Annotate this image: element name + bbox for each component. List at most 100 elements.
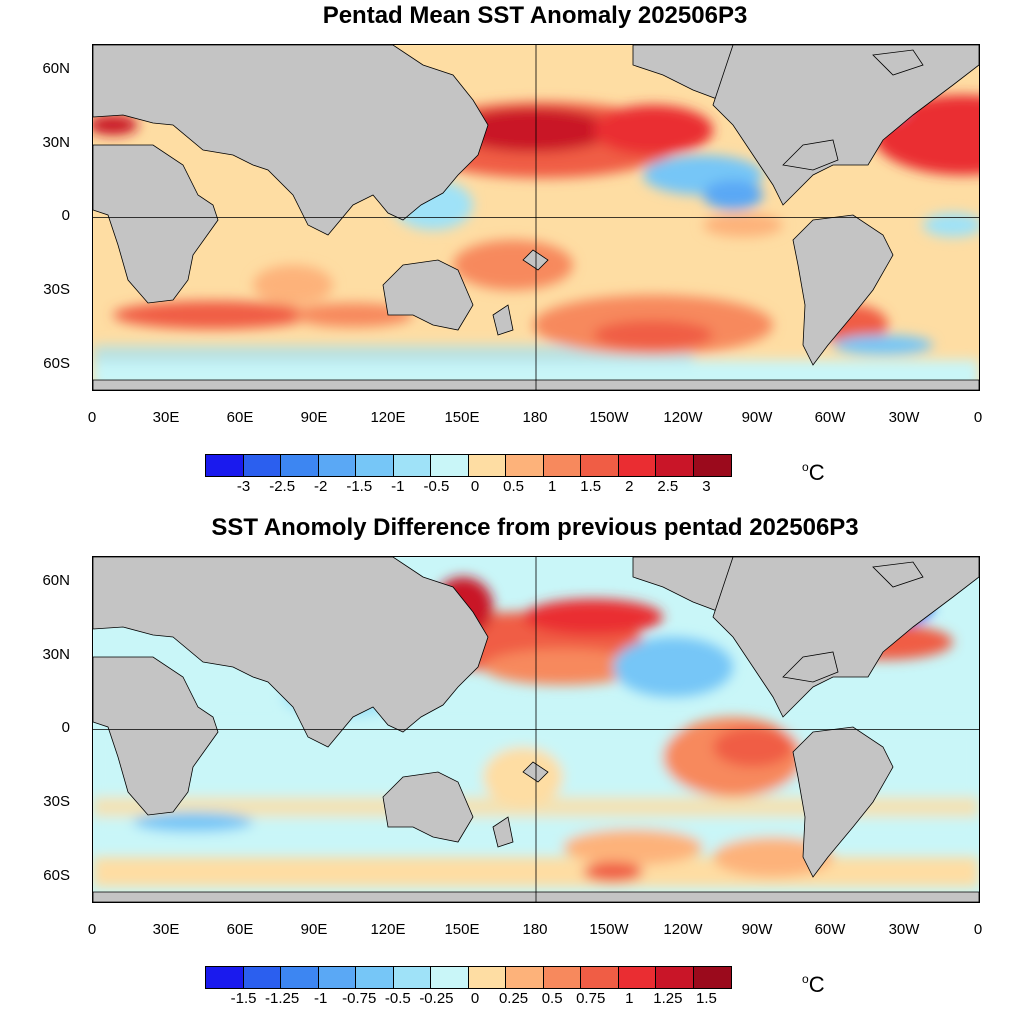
- colorbar-swatch: [281, 967, 319, 988]
- colorbar-tick-label: -1: [314, 990, 328, 1007]
- colorbar-swatch: [318, 455, 356, 476]
- lat-label: 60N: [42, 572, 70, 589]
- lon-label: 150W: [589, 921, 629, 938]
- colorbar-swatch: [581, 967, 619, 988]
- colorbar-tick-label: 1: [625, 990, 634, 1007]
- lat-label: 30N: [42, 134, 70, 151]
- lon-label: 0: [973, 921, 983, 938]
- colorbar-swatch: [656, 967, 694, 988]
- lon-label: 120E: [370, 409, 406, 426]
- colorbar-swatch: [468, 967, 506, 988]
- colorbar-swatch: [431, 967, 469, 988]
- sst-anomaly-map: [92, 44, 980, 391]
- colorbar-swatch: [356, 455, 394, 476]
- lat-label: 30S: [43, 793, 70, 810]
- colorbar-tick-label: 0.5: [541, 990, 563, 1007]
- lat-label: 30N: [42, 646, 70, 663]
- lon-label: 30W: [888, 409, 920, 426]
- lon-label: 30W: [888, 921, 920, 938]
- colorbar-swatch: [543, 967, 581, 988]
- lat-label: 30S: [43, 281, 70, 298]
- colorbar-swatch: [543, 455, 581, 476]
- colorbar-swatch: [206, 967, 244, 988]
- colorbar-tick-label: 1.5: [695, 990, 717, 1007]
- colorbar-tick-label: 2: [625, 478, 634, 495]
- lon-label: 180: [522, 921, 548, 938]
- colorbar-1: [205, 454, 732, 477]
- lon-label: 90W: [741, 409, 773, 426]
- colorbar-tick-label: -1: [391, 478, 405, 495]
- colorbar-tick-label: 0.25: [498, 990, 529, 1007]
- lat-label: 60S: [43, 867, 70, 884]
- colorbar-tick-label: -2: [314, 478, 328, 495]
- colorbar-swatch: [393, 455, 431, 476]
- colorbar-tick-label: -0.5: [384, 990, 411, 1007]
- colorbar-swatch: [581, 455, 619, 476]
- lon-label: 60W: [814, 409, 846, 426]
- colorbar-tick-label: -1.5: [346, 478, 373, 495]
- colorbar-swatch: [618, 455, 656, 476]
- anomaly-field: [93, 87, 979, 390]
- map-title-1: Pentad Mean SST Anomaly 202506P3: [322, 2, 748, 29]
- colorbar-swatch: [281, 455, 319, 476]
- colorbar-swatch: [393, 967, 431, 988]
- colorbar-tick-label: 3: [702, 478, 711, 495]
- colorbar-tick-label: 1.25: [653, 990, 683, 1007]
- colorbar-swatch: [468, 455, 506, 476]
- colorbar-tick-label: 2.5: [657, 478, 679, 495]
- lon-label: 120W: [663, 921, 703, 938]
- colorbar-tick-label: 0: [470, 478, 480, 495]
- colorbar-2: [205, 966, 732, 989]
- lon-label: 0: [87, 409, 97, 426]
- lon-label: 90W: [741, 921, 773, 938]
- colorbar-swatch: [618, 967, 656, 988]
- colorbar-tick-label: 0.5: [503, 478, 524, 495]
- colorbar-swatch: [656, 455, 694, 476]
- colorbar-swatch: [693, 455, 731, 476]
- colorbar-tick-label: 0: [470, 990, 480, 1007]
- lon-label: 30E: [152, 409, 180, 426]
- land-masses: [93, 45, 979, 390]
- lon-label: 0: [87, 921, 97, 938]
- lon-label: 120W: [663, 409, 703, 426]
- colorbar-tick-label: 0.75: [576, 990, 606, 1007]
- colorbar-tick-label: 1: [547, 478, 557, 495]
- lon-label: 90E: [300, 921, 328, 938]
- lon-label: 60E: [226, 921, 254, 938]
- colorbar-tick-label: -1.25: [265, 990, 300, 1007]
- lon-label: 60E: [226, 409, 254, 426]
- colorbar-tick-label: 1.5: [580, 478, 602, 495]
- colorbar-tick-label: -0.5: [423, 478, 450, 495]
- lat-label: 60N: [42, 60, 70, 77]
- map-title-2: SST Anomoly Difference from previous pen…: [211, 514, 859, 541]
- lon-label: 90E: [300, 409, 328, 426]
- colorbar-swatch: [318, 967, 356, 988]
- lat-label: 0: [61, 207, 70, 224]
- colorbar-swatch: [693, 967, 731, 988]
- lon-label: 0: [973, 409, 983, 426]
- lon-label: 180: [522, 409, 548, 426]
- colorbar-swatch: [506, 967, 544, 988]
- lon-label: 150E: [444, 921, 480, 938]
- lon-label: 150W: [589, 409, 629, 426]
- colorbar-tick-label: -1.5: [230, 990, 257, 1007]
- lat-label: 0: [61, 719, 70, 736]
- lon-label: 60W: [814, 921, 846, 938]
- colorbar-tick-label: -0.25: [419, 990, 454, 1007]
- colorbar-swatch: [356, 967, 394, 988]
- land-masses: [93, 557, 979, 902]
- colorbar-swatch: [243, 455, 281, 476]
- lon-label: 30E: [152, 921, 180, 938]
- colorbar-swatch: [243, 967, 281, 988]
- colorbar-tick-label: -2.5: [269, 478, 296, 495]
- sst-anomaly-difference-map: [92, 556, 980, 903]
- units-label-2: oC: [802, 972, 825, 997]
- lon-label: 150E: [444, 409, 480, 426]
- lon-label: 120E: [370, 921, 406, 938]
- lat-label: 60S: [43, 355, 70, 372]
- colorbar-tick-label: -0.75: [342, 990, 377, 1007]
- colorbar-swatch: [206, 455, 244, 476]
- units-label-1: oC: [802, 460, 825, 485]
- colorbar-swatch: [506, 455, 544, 476]
- colorbar-swatch: [431, 455, 469, 476]
